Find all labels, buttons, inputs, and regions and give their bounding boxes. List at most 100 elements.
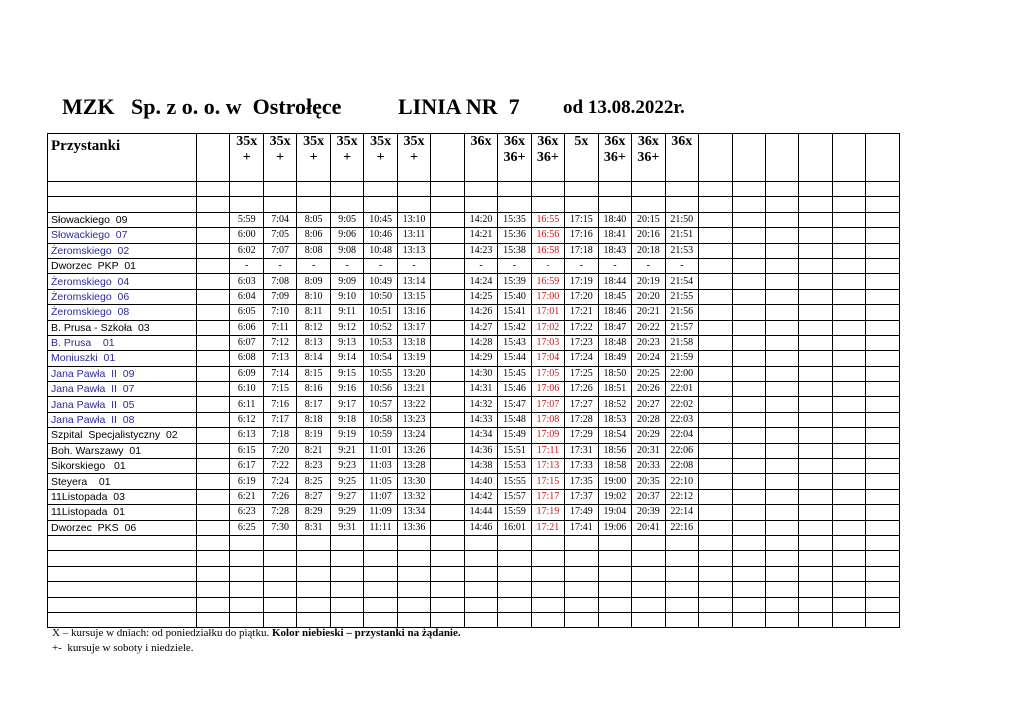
departure-time: 21:53 [664,242,700,259]
stop-row: 11Listopada 01 6:23 7:28 8:29 9:29 11:09 13:34… [47,504,900,521]
cell [195,350,231,367]
departure-time: 7:05 [262,227,298,244]
departure-time: 17:04 [530,350,566,367]
departure-time: 10:49 [363,273,398,290]
cell [195,180,231,198]
valid-from: od 13.08.2022r. [563,97,685,118]
departure-time: 22:08 [664,458,700,475]
cell [430,581,465,598]
cell [195,273,231,290]
departure-time: 16:56 [530,227,566,244]
cell [764,365,800,383]
timetable: Przystanki 35x +35x +35x +35x +35x +35x +36x 36x… [47,133,900,629]
cell [564,581,599,598]
departure-time: 6:23 [229,504,264,521]
departure-time: 20:33 [631,458,666,475]
departure-time: 20:41 [631,519,666,536]
column-header: 36x 36+ [530,133,566,182]
cell [731,257,766,275]
cell [430,550,465,567]
departure-time: 21:50 [664,211,700,229]
cell [262,196,298,213]
cell [865,427,900,444]
header-line: 36x [537,134,559,150]
cell [530,196,566,213]
cell [463,611,499,629]
cell [865,458,900,475]
departure-time: 17:05 [530,365,566,383]
cell [698,458,733,475]
departure-time: 11:01 [363,442,398,460]
header-line: 35x [403,134,425,150]
cell [698,304,733,321]
departure-time: 17:07 [530,396,566,413]
footer-line: +- kursuje w soboty i niedziele. [52,642,194,654]
departure-time: - [631,257,666,275]
cell [497,581,532,598]
header-line: 36+ [536,150,559,165]
empty-row [47,581,900,598]
departure-time: 10:53 [363,334,398,352]
departure-time: 13:32 [396,488,432,506]
departure-time: 6:05 [229,304,264,321]
cell [698,396,733,413]
cell [698,257,733,275]
departure-time: 17:23 [564,334,599,352]
departure-time: 20:25 [631,365,666,383]
departure-time: 10:52 [363,319,398,336]
departure-time: 9:18 [329,411,365,429]
departure-time: 8:15 [296,365,331,383]
cell [865,227,900,244]
departure-time: 10:56 [363,381,398,398]
cell [698,611,733,629]
cell [698,319,733,336]
departure-time: 14:46 [463,519,499,536]
departure-time: 7:22 [262,458,298,475]
cell [195,488,231,506]
departure-time: 18:52 [597,396,633,413]
cell [430,534,465,552]
departure-time: 13:21 [396,381,432,398]
cell [664,596,700,613]
cell [463,550,499,567]
departure-time: 13:23 [396,411,432,429]
cell [363,581,398,598]
note-bold: Kolor niebieski – przystanki na żądanie. [271,627,461,639]
empty-row [47,565,900,583]
cell [47,611,197,629]
departure-time: 22:02 [664,396,700,413]
cell [798,350,833,367]
cell [865,519,900,536]
cell [865,365,900,383]
cell [195,534,231,552]
departure-time: 14:31 [463,381,499,398]
stop-name: Żeromskiego 06 [47,288,197,306]
header-line: 5x [574,134,589,150]
departure-time: 17:26 [564,381,599,398]
cell [47,581,197,598]
cell [329,596,365,613]
cell [764,611,800,629]
cell [631,550,666,567]
cell [530,596,566,613]
empty-row [47,180,900,198]
departure-time: 8:11 [296,304,331,321]
cell [798,550,833,567]
departure-time: 18:45 [597,288,633,306]
departure-time: 8:12 [296,319,331,336]
cell [731,442,766,460]
departure-time: 10:55 [363,365,398,383]
cell [631,534,666,552]
cell [47,596,197,613]
cell [731,565,766,583]
departure-time: 9:08 [329,242,365,259]
departure-time: 6:07 [229,334,264,352]
cell [363,534,398,552]
departure-time: 18:48 [597,334,633,352]
cell [597,565,633,583]
departure-time: 9:21 [329,442,365,460]
departure-time: 14:34 [463,427,499,444]
departure-time: 13:18 [396,334,432,352]
column-header [831,133,867,182]
